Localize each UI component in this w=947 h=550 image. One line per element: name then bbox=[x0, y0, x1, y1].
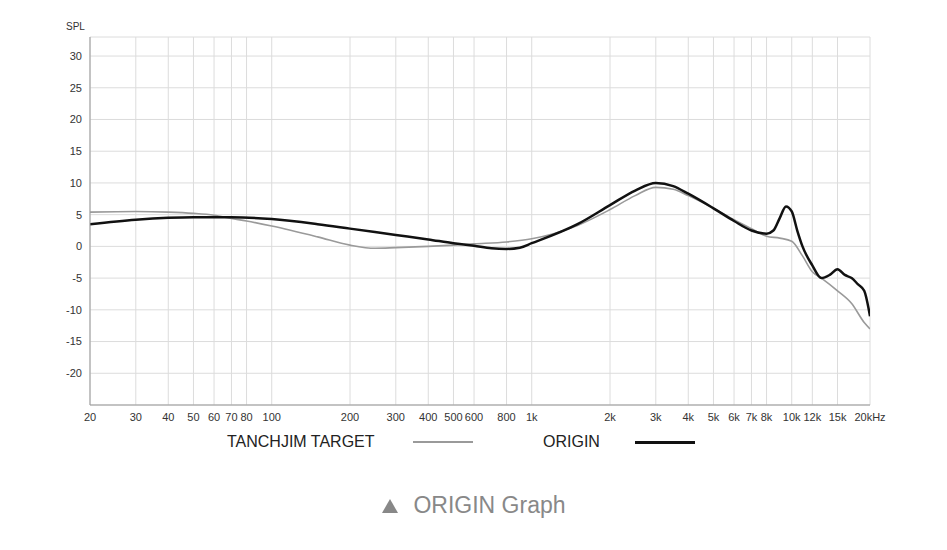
svg-text:3k: 3k bbox=[650, 411, 662, 423]
svg-text:1k: 1k bbox=[526, 411, 538, 423]
html-text:ORIGIN: ORIGIN bbox=[543, 433, 600, 450]
svg-text:15: 15 bbox=[70, 145, 82, 157]
svg-text:20: 20 bbox=[84, 411, 96, 423]
svg-text:2k: 2k bbox=[604, 411, 616, 423]
svg-text:800: 800 bbox=[497, 411, 515, 423]
svg-text:8k: 8k bbox=[761, 411, 773, 423]
svg-text:30: 30 bbox=[70, 50, 82, 62]
svg-text:0: 0 bbox=[76, 240, 82, 252]
svg-text:80: 80 bbox=[240, 411, 252, 423]
svg-text:10k: 10k bbox=[783, 411, 801, 423]
svg-text:100: 100 bbox=[263, 411, 281, 423]
svg-text:5k: 5k bbox=[708, 411, 720, 423]
svg-text:6k: 6k bbox=[728, 411, 740, 423]
svg-text:300: 300 bbox=[387, 411, 405, 423]
svg-text:500: 500 bbox=[444, 411, 462, 423]
svg-text:20kHz: 20kHz bbox=[854, 411, 885, 423]
svg-text:10: 10 bbox=[70, 177, 82, 189]
svg-text:-20: -20 bbox=[66, 367, 82, 379]
svg-text:600: 600 bbox=[465, 411, 483, 423]
svg-text:40: 40 bbox=[162, 411, 174, 423]
svg-text:12k: 12k bbox=[803, 411, 821, 423]
svg-text:70: 70 bbox=[225, 411, 237, 423]
svg-text:30: 30 bbox=[130, 411, 142, 423]
html-text:TANCHJIM TARGET: TANCHJIM TARGET bbox=[227, 433, 375, 450]
svg-text:15k: 15k bbox=[829, 411, 847, 423]
svg-text:50: 50 bbox=[187, 411, 199, 423]
svg-text:200: 200 bbox=[341, 411, 359, 423]
svg-text:60: 60 bbox=[208, 411, 220, 423]
svg-text:20: 20 bbox=[70, 113, 82, 125]
html-text:ORIGIN Graph: ORIGIN Graph bbox=[413, 492, 566, 518]
svg-text:400: 400 bbox=[419, 411, 437, 423]
html-text:SPL: SPL bbox=[66, 21, 85, 32]
svg-text:4k: 4k bbox=[682, 411, 694, 423]
svg-text:-10: -10 bbox=[66, 304, 82, 316]
svg-text:7k: 7k bbox=[746, 411, 758, 423]
svg-text:-5: -5 bbox=[72, 272, 82, 284]
svg-text:-15: -15 bbox=[66, 335, 82, 347]
svg-text:25: 25 bbox=[70, 82, 82, 94]
svg-text:5: 5 bbox=[76, 209, 82, 221]
